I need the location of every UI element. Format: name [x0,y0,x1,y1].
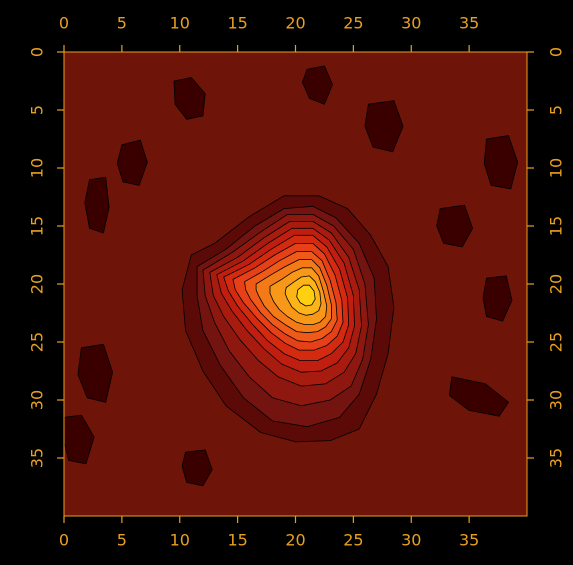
y-tick-label-left-30: 30 [28,390,47,410]
contour-bands [181,195,395,443]
y-tick-label-right-0: 0 [547,47,566,57]
x-tick-label-bottom-15: 15 [227,531,247,550]
dark-patch-7 [482,275,513,322]
dark-patch-1 [173,77,206,120]
dark-patch-2 [116,139,148,186]
dark-patch-6 [436,204,474,248]
contour-band-level-12 [296,284,316,307]
x-tick-label-top-5: 5 [117,14,127,33]
x-tick-label-bottom-20: 20 [285,531,305,550]
y-tick-label-right-20: 20 [547,274,566,294]
y-tick-label-right-15: 15 [547,216,566,236]
dark-patch-5 [483,135,519,190]
x-tick-label-bottom-30: 30 [401,531,421,550]
dark-patch-8 [77,343,113,403]
y-tick-label-right-25: 25 [547,332,566,352]
x-tick-label-top-35: 35 [459,14,479,33]
x-tick-label-top-30: 30 [401,14,421,33]
y-tick-label-left-35: 35 [28,448,47,468]
y-tick-label-right-5: 5 [547,105,566,115]
dark-patch-0 [301,65,333,105]
dark-patch-9 [448,376,509,417]
dark-patch-4 [364,100,404,153]
y-tick-label-left-20: 20 [28,274,47,294]
x-tick-label-bottom-25: 25 [343,531,363,550]
axis-tick-labels: 0 0 5 5 10 10 15 15 20 20 25 25 30 30 35 35 0 0 5 5 10 10 15 15… [28,14,566,550]
y-tick-label-right-10: 10 [547,158,566,178]
x-tick-label-bottom-0: 0 [59,531,69,550]
y-tick-label-right-35: 35 [547,448,566,468]
y-tick-label-right-30: 30 [547,390,566,410]
dark-patch-10 [181,449,213,487]
y-tick-label-left-10: 10 [28,158,47,178]
axis-ticks [57,45,534,523]
dark-patch-3 [84,176,110,234]
x-tick-label-top-20: 20 [285,14,305,33]
y-tick-label-left-5: 5 [28,105,47,115]
x-tick-label-top-10: 10 [170,14,190,33]
x-tick-label-bottom-5: 5 [117,531,127,550]
x-tick-label-top-0: 0 [59,14,69,33]
y-tick-label-left-0: 0 [28,47,47,57]
dark-patches [63,65,519,487]
x-tick-label-top-15: 15 [227,14,247,33]
x-tick-label-top-25: 25 [343,14,363,33]
x-tick-label-bottom-10: 10 [170,531,190,550]
x-tick-label-bottom-35: 35 [459,531,479,550]
y-tick-label-left-15: 15 [28,216,47,236]
y-tick-label-left-25: 25 [28,332,47,352]
